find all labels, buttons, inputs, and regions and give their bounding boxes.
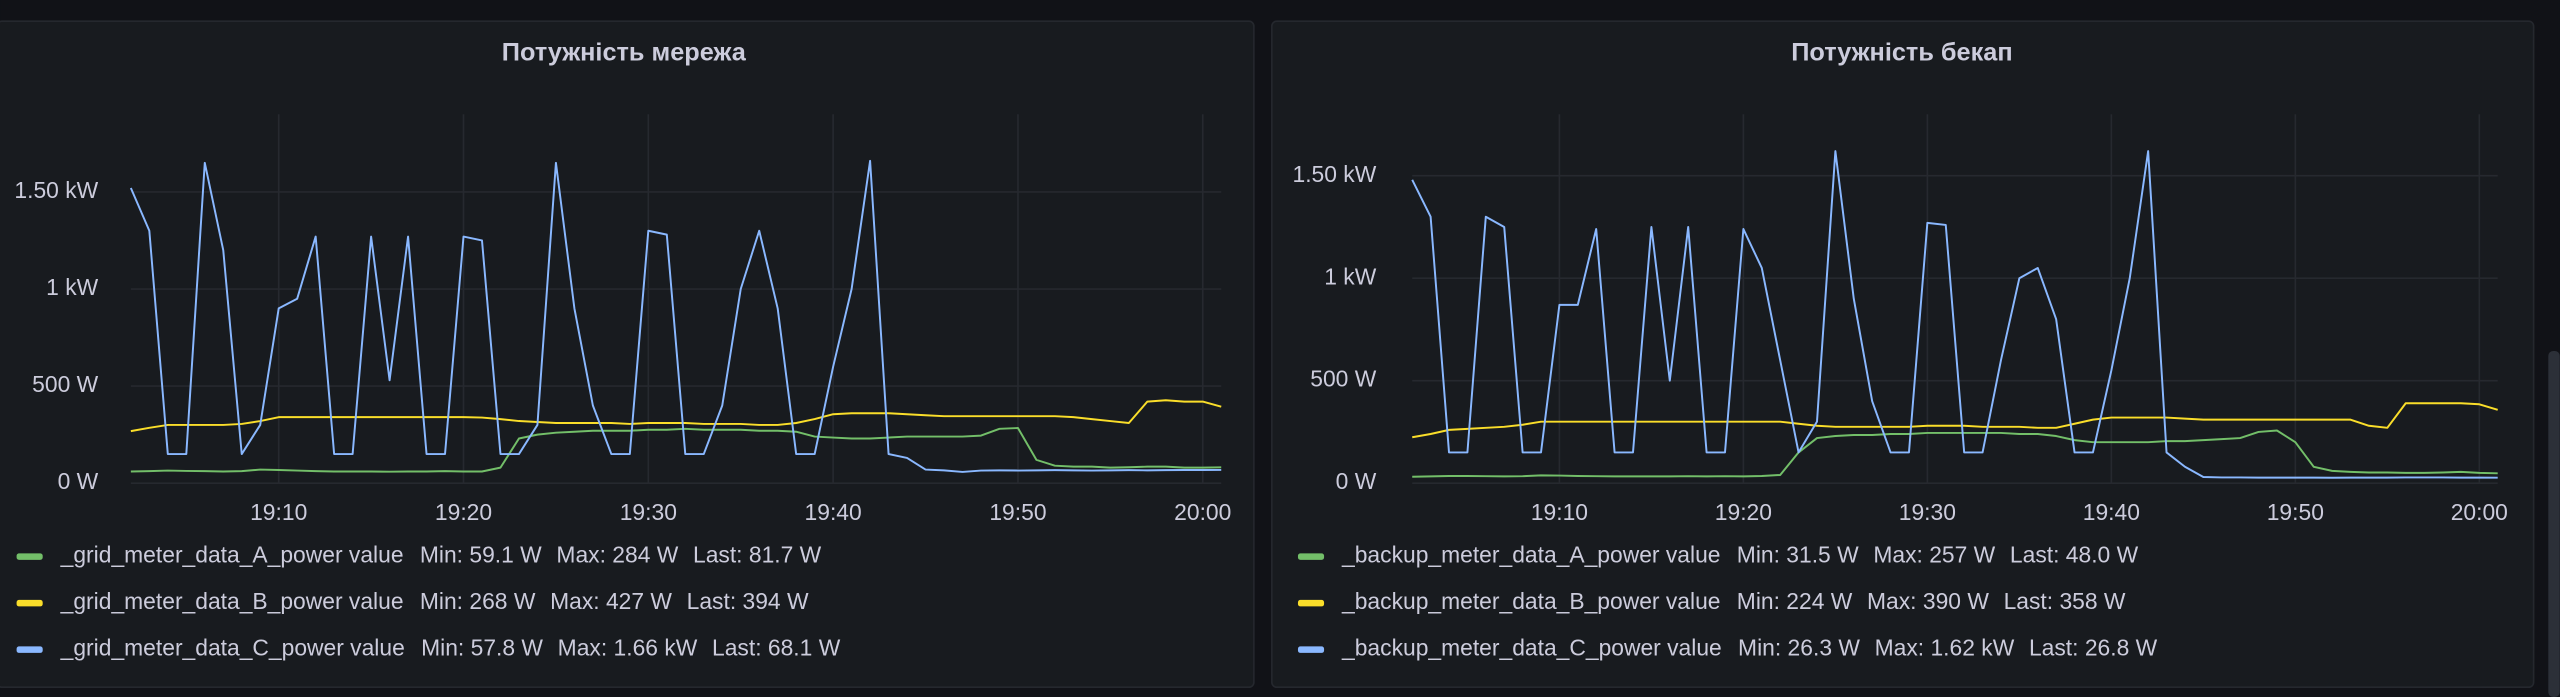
- legend-swatch: [16, 599, 43, 607]
- panel-title: Потужність мережа: [502, 39, 747, 67]
- x-tick-label: 19:10: [1531, 499, 1588, 525]
- series-line: [129, 159, 1222, 473]
- series-line: [130, 427, 1222, 473]
- y-tick-label: 0 W: [58, 468, 99, 494]
- panel-title: Потужність бекап: [1791, 39, 2012, 67]
- panel: [1271, 20, 2535, 689]
- legend-stat: Min: 57.8 W: [421, 635, 543, 661]
- y-tick-label: 1.50 kW: [14, 177, 98, 203]
- x-tick-label: 19:40: [805, 499, 862, 525]
- x-tick-label: 20:00: [2451, 499, 2508, 525]
- y-tick-label: 1.50 kW: [1293, 161, 1377, 187]
- legend-stat: Max: 1.66 kW: [558, 635, 698, 661]
- x-tick-label: 19:50: [2267, 499, 2324, 525]
- legend-swatch: [16, 646, 43, 653]
- legend-stat: Min: 268 W: [420, 588, 536, 614]
- y-tick-label: 1 kW: [1324, 263, 1376, 289]
- x-tick-label: 19:20: [1715, 499, 1772, 525]
- legend-label: _grid_meter_data_B_power value: [60, 588, 404, 614]
- x-tick-label: 19:40: [2083, 499, 2140, 525]
- legend-stat: Last: 26.8 W: [2029, 635, 2158, 661]
- series-line: [1412, 429, 2498, 478]
- legend-stat: Max: 427 W: [550, 588, 672, 614]
- y-tick-label: 0 W: [1336, 468, 1377, 494]
- y-tick-label: 1 kW: [46, 274, 98, 300]
- scrollbar[interactable]: [2548, 350, 2560, 697]
- legend-stat: Last: 68.1 W: [712, 635, 841, 661]
- legend-stat: Last: 48.0 W: [2010, 542, 2139, 568]
- y-tick-label: 500 W: [1310, 366, 1376, 392]
- panel: [0, 20, 1255, 689]
- legend-stat: Max: 1.62 kW: [1875, 635, 2015, 661]
- legend-stat: Last: 394 W: [687, 588, 809, 614]
- legend-stat: Max: 257 W: [1873, 542, 1995, 568]
- legend-label: _grid_meter_data_C_power value: [60, 635, 405, 661]
- legend-label: _backup_meter_data_C_power value: [1341, 635, 1722, 661]
- series-line: [1412, 402, 2498, 439]
- series-line: [130, 399, 1222, 433]
- y-tick-label: 500 W: [32, 371, 98, 397]
- legend-label: _backup_meter_data_A_power value: [1341, 542, 1720, 568]
- legend-swatch: [1297, 599, 1325, 607]
- series-line: [1411, 150, 2498, 479]
- x-tick-label: 19:20: [435, 499, 492, 525]
- x-tick-label: 19:30: [1899, 499, 1956, 525]
- legend-stat: Last: 81.7 W: [693, 542, 822, 568]
- legend-stat: Min: 59.1 W: [420, 542, 542, 568]
- legend-swatch: [16, 553, 43, 560]
- legend-label: _backup_meter_data_B_power value: [1341, 588, 1720, 614]
- x-tick-label: 19:10: [250, 499, 307, 525]
- x-tick-label: 20:00: [1174, 499, 1231, 525]
- legend-stat: Min: 26.3 W: [1738, 635, 1860, 661]
- legend-stat: Min: 224 W: [1737, 588, 1853, 614]
- legend-swatch: [1297, 646, 1325, 653]
- legend-stat: Max: 284 W: [556, 542, 678, 568]
- legend-label: _grid_meter_data_A_power value: [60, 542, 404, 568]
- x-tick-label: 19:30: [620, 499, 677, 525]
- x-tick-label: 19:50: [989, 499, 1046, 525]
- legend-stat: Last: 358 W: [2004, 588, 2126, 614]
- legend-stat: Min: 31.5 W: [1737, 542, 1859, 568]
- legend-swatch: [1297, 553, 1325, 560]
- legend-stat: Max: 390 W: [1867, 588, 1989, 614]
